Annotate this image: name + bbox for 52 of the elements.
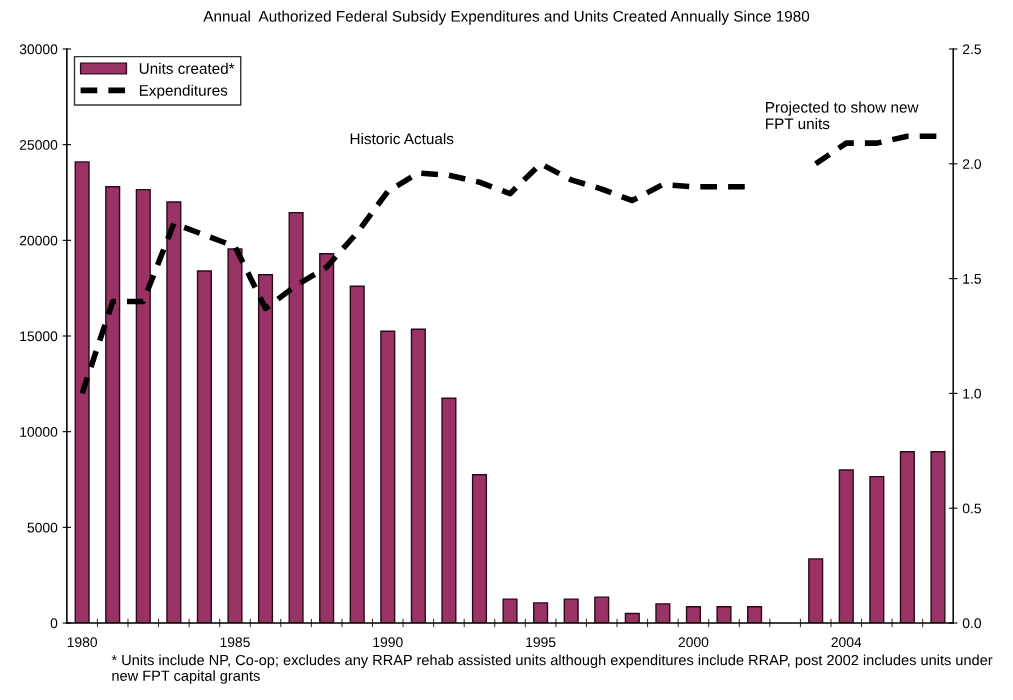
bar <box>533 602 549 623</box>
bar <box>380 330 396 623</box>
y-tick-label: 5000 <box>27 522 58 533</box>
bar <box>930 451 946 623</box>
x-tick-label: 1995 <box>526 637 556 648</box>
bar <box>196 270 212 623</box>
bar <box>746 606 763 623</box>
legend-label: Units created* <box>139 62 235 74</box>
y-tick-label: 10000 <box>20 427 58 437</box>
x-tick-label: 2004 <box>831 637 862 648</box>
bar <box>288 211 304 623</box>
bar <box>899 451 915 623</box>
annotation: Historic Actuals <box>350 133 454 145</box>
bar <box>685 606 702 623</box>
annotation: Projected to show new FPT units <box>766 101 919 130</box>
bar <box>319 253 335 623</box>
bar <box>441 397 457 623</box>
bar <box>838 469 854 623</box>
bar <box>227 248 243 623</box>
bar <box>563 598 579 623</box>
bar <box>808 558 824 623</box>
bar <box>716 606 732 623</box>
y2-tick-label: 1.0 <box>963 388 982 399</box>
y-tick-label: 0 <box>50 618 58 629</box>
bar <box>655 603 671 623</box>
x-tick-label: 1980 <box>67 637 98 648</box>
bar <box>349 285 365 623</box>
y-tick-label: 20000 <box>19 235 58 246</box>
y2-tick-label: 0.0 <box>962 618 982 629</box>
y-tick-label: 30000 <box>19 44 58 55</box>
y-tick-label: 15000 <box>20 331 58 342</box>
legend-label: Expenditures <box>139 84 228 99</box>
x-tick-label: 1985 <box>220 637 250 648</box>
y2-tick-label: 0.5 <box>962 503 981 514</box>
y2-tick-label: 1.5 <box>963 274 981 284</box>
bar <box>869 475 885 623</box>
bar <box>471 474 488 623</box>
bar <box>594 596 610 623</box>
bar <box>166 201 182 623</box>
text: * Units include NP, Co-op; excludes any RRAP rehab assisted units although expenditures include RRAP, post 2002 includes units under new FPT capital grants <box>111 654 993 684</box>
y2-tick-label: 2.0 <box>962 159 982 169</box>
x-tick-label: 2000 <box>678 637 709 648</box>
bar <box>74 161 90 623</box>
bar <box>105 186 121 623</box>
y2-tick-label: 2.5 <box>962 44 981 55</box>
y-tick-label: 25000 <box>19 140 58 150</box>
chart-subtitle: Annual Authorized Federal Subsidy Expenditures and Units Created Annually Since 1980 <box>203 10 810 25</box>
bar <box>135 188 151 623</box>
x-tick-label: 1990 <box>373 637 403 648</box>
bar <box>410 328 426 623</box>
bar <box>502 598 518 623</box>
bar <box>257 274 274 623</box>
